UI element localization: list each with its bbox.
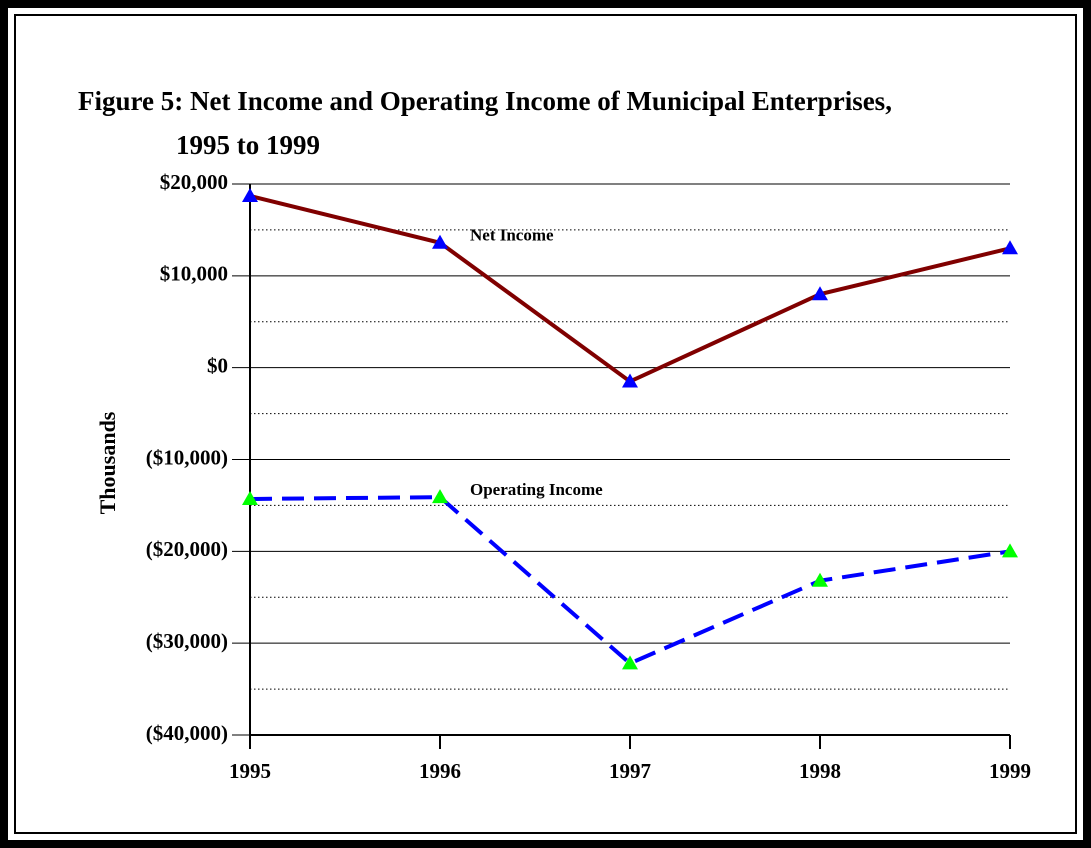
y-tick-label: ($10,000) (146, 445, 228, 469)
x-tick-label: 1998 (799, 759, 841, 783)
marker (242, 187, 258, 202)
y-tick-label: ($40,000) (146, 721, 228, 745)
line (249, 193, 1011, 384)
chart-title: Figure 5: Net Income and Operating Incom… (78, 86, 892, 116)
marker (1002, 240, 1018, 255)
marker (432, 234, 448, 249)
y-tick-label: $20,000 (160, 170, 228, 194)
marker (812, 286, 828, 301)
series-label: Operating Income (470, 480, 603, 499)
x-tick-label: 1996 (419, 759, 461, 783)
chart-title: 1995 to 1999 (176, 130, 320, 160)
y-tick-label: $0 (207, 353, 228, 377)
x-tick-label: 1999 (989, 759, 1031, 783)
marker (622, 373, 638, 388)
marker (1002, 543, 1018, 558)
y-tick-label: ($30,000) (146, 629, 228, 653)
inner-border (14, 14, 1077, 834)
y-axis-label: Thousands (95, 411, 120, 514)
marker (622, 655, 638, 670)
x-tick-label: 1995 (229, 759, 271, 783)
x-tick-label: 1997 (609, 759, 651, 783)
marker (432, 489, 448, 504)
y-tick-label: $10,000 (160, 262, 228, 286)
y-tick-label: ($20,000) (146, 537, 228, 561)
line (249, 495, 1011, 666)
series-label: Net Income (470, 226, 554, 245)
marker (242, 490, 258, 505)
marker (812, 572, 828, 587)
